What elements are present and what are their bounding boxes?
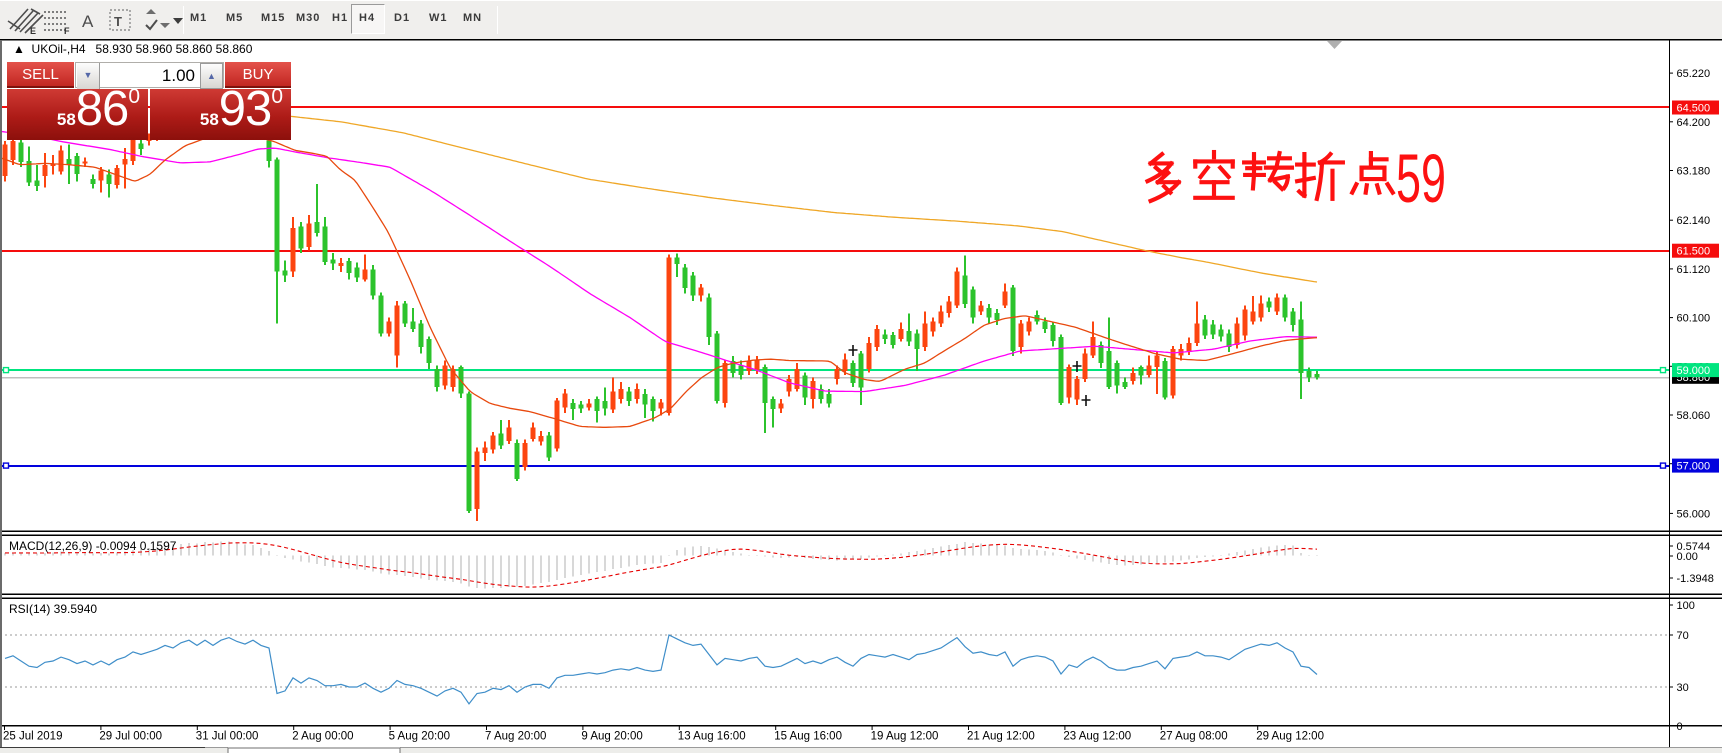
svg-text:0.00: 0.00 bbox=[1677, 551, 1698, 563]
svg-text:21 Aug 12:00: 21 Aug 12:00 bbox=[967, 731, 1035, 743]
svg-text:29 Jul 00:00: 29 Jul 00:00 bbox=[99, 731, 162, 743]
svg-text:5 Aug 20:00: 5 Aug 20:00 bbox=[389, 731, 450, 743]
svg-text:62.140: 62.140 bbox=[1677, 215, 1711, 227]
svg-text:F: F bbox=[64, 26, 70, 36]
svg-text:9 Aug 20:00: 9 Aug 20:00 bbox=[581, 731, 642, 743]
svg-text:31 Jul 00:00: 31 Jul 00:00 bbox=[196, 731, 259, 743]
svg-text:▲ UKOil-,H4 58.930 58.960 5: ▲ UKOil-,H4 58.930 58.960 58.860 58.860 bbox=[13, 42, 253, 56]
svg-text:58.060: 58.060 bbox=[1677, 410, 1711, 422]
svg-text:27 Aug 08:00: 27 Aug 08:00 bbox=[1160, 731, 1228, 743]
svg-text:0.5744: 0.5744 bbox=[1677, 541, 1711, 553]
svg-text:23 Aug 12:00: 23 Aug 12:00 bbox=[1063, 731, 1131, 743]
svg-text:T: T bbox=[114, 14, 122, 29]
svg-text:RSI(14) 39.5940: RSI(14) 39.5940 bbox=[9, 602, 97, 616]
svg-text:59: 59 bbox=[1396, 140, 1446, 217]
svg-text:30: 30 bbox=[1677, 682, 1689, 694]
svg-text:2 Aug 00:00: 2 Aug 00:00 bbox=[292, 731, 353, 743]
svg-text:13 Aug 16:00: 13 Aug 16:00 bbox=[678, 731, 746, 743]
svg-text:57.000: 57.000 bbox=[1677, 461, 1711, 473]
svg-text:100: 100 bbox=[1677, 600, 1695, 612]
svg-text:63.180: 63.180 bbox=[1677, 166, 1711, 178]
svg-text:56.000: 56.000 bbox=[1677, 508, 1711, 520]
svg-text:29 Aug 12:00: 29 Aug 12:00 bbox=[1256, 731, 1324, 743]
svg-text:15 Aug 16:00: 15 Aug 16:00 bbox=[774, 731, 842, 743]
svg-text:61.120: 61.120 bbox=[1677, 264, 1711, 276]
svg-text:MACD(12,26,9) -0.0094 0.1597: MACD(12,26,9) -0.0094 0.1597 bbox=[9, 539, 177, 553]
svg-text:25 Jul 2019: 25 Jul 2019 bbox=[3, 731, 62, 743]
svg-text:60.100: 60.100 bbox=[1677, 313, 1711, 325]
svg-text:64.200: 64.200 bbox=[1677, 117, 1711, 129]
svg-text:70: 70 bbox=[1677, 630, 1689, 642]
svg-text:0: 0 bbox=[1677, 721, 1683, 733]
svg-text:64.500: 64.500 bbox=[1677, 103, 1711, 115]
svg-text:65.220: 65.220 bbox=[1677, 68, 1711, 80]
svg-text:-1.3948: -1.3948 bbox=[1677, 573, 1714, 585]
svg-text:E: E bbox=[30, 26, 36, 36]
svg-text:19 Aug 12:00: 19 Aug 12:00 bbox=[871, 731, 939, 743]
svg-text:61.500: 61.500 bbox=[1677, 246, 1711, 258]
svg-text:7 Aug 20:00: 7 Aug 20:00 bbox=[485, 731, 546, 743]
svg-text:A: A bbox=[82, 12, 94, 31]
svg-text:59.000: 59.000 bbox=[1677, 365, 1711, 377]
